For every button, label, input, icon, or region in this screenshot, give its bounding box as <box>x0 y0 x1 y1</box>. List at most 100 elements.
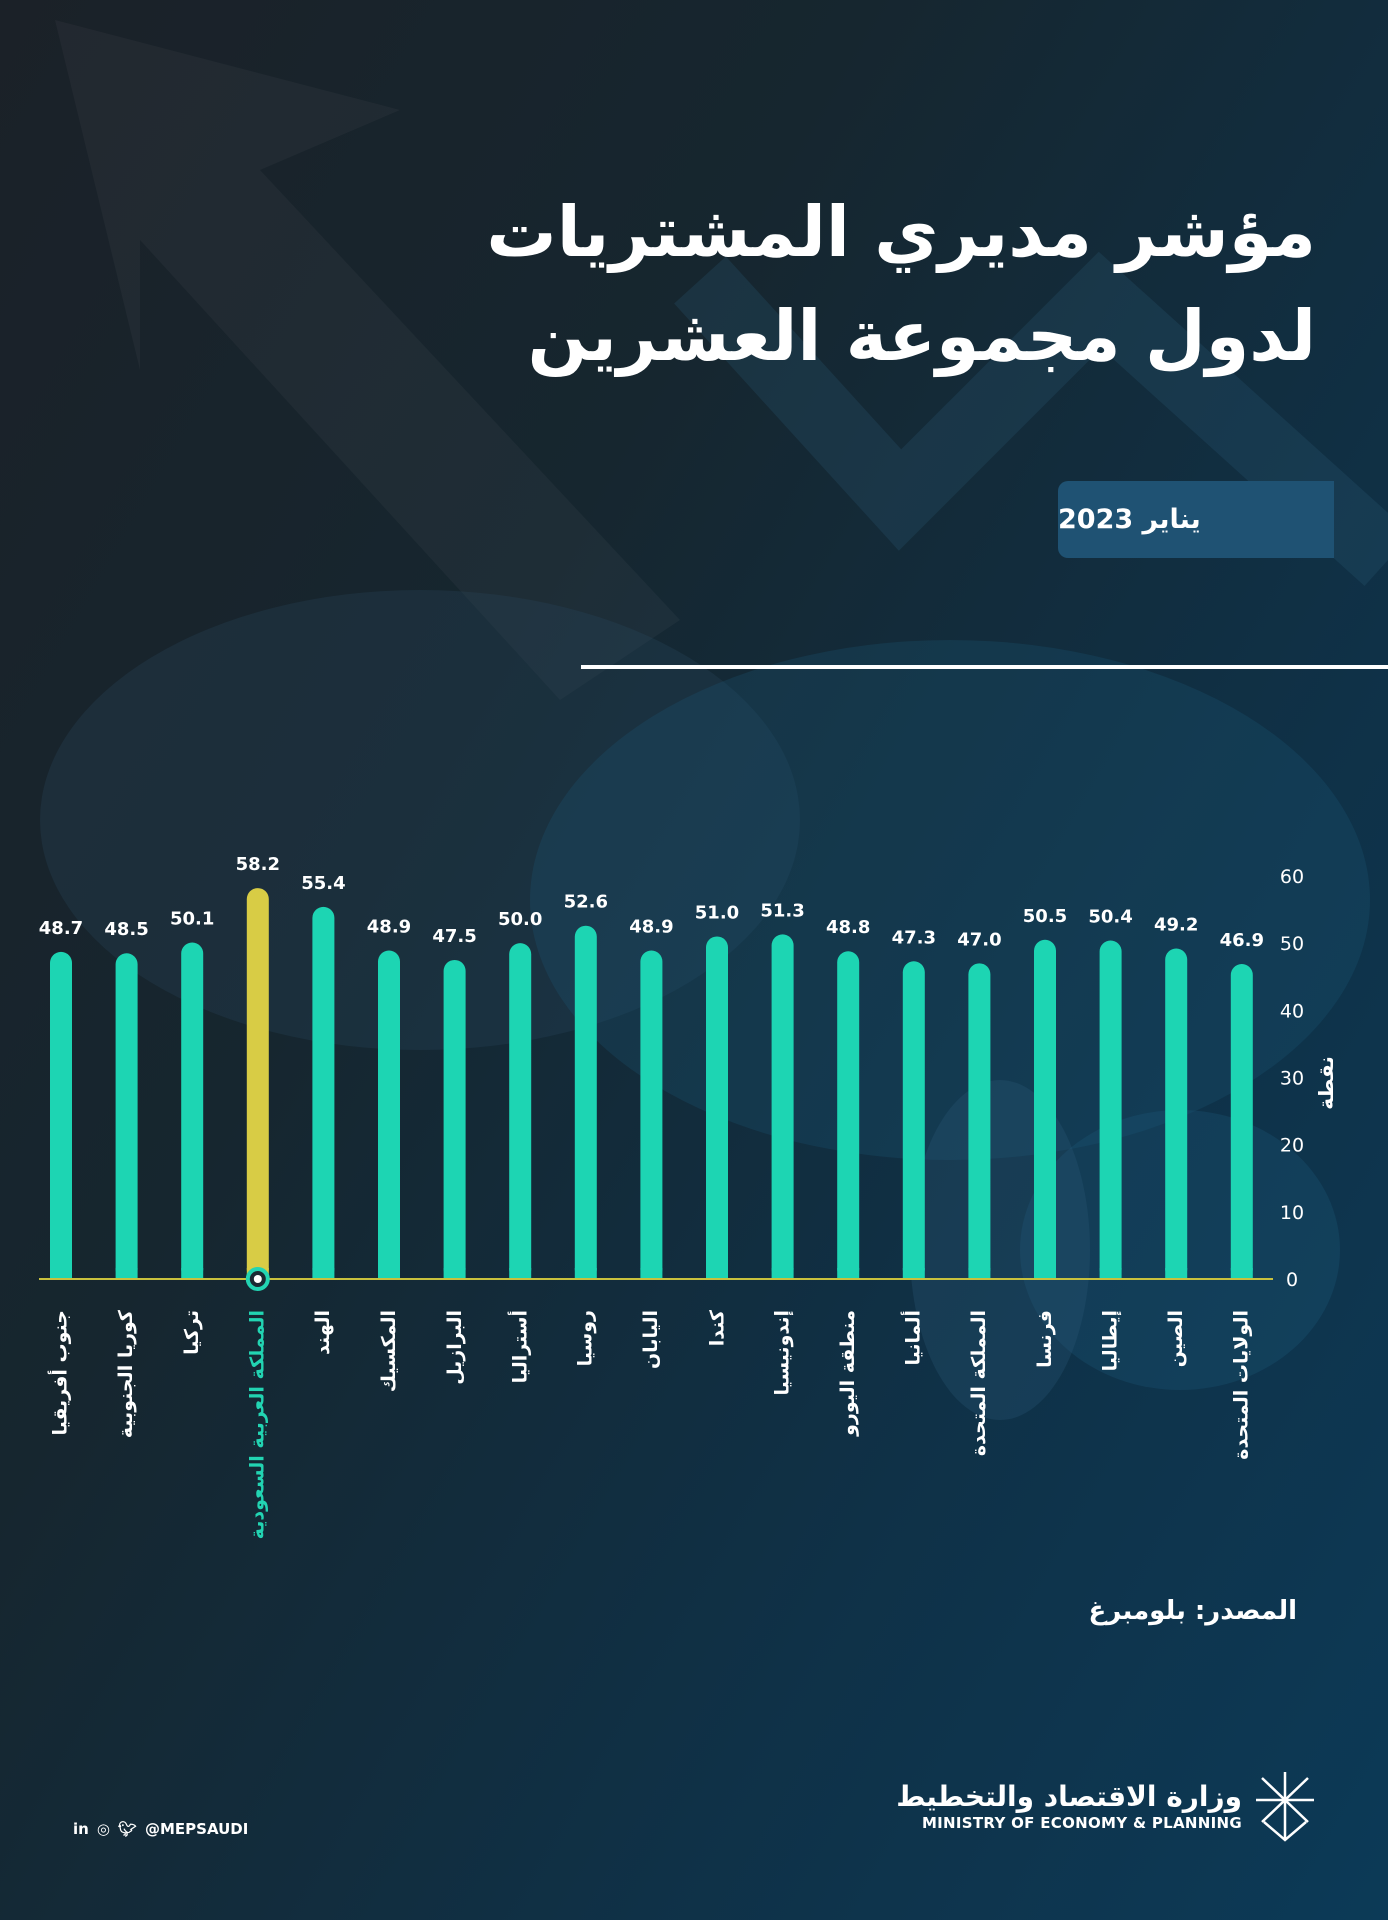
category-label: الهند <box>312 1310 335 1355</box>
twitter-icon[interactable]: 🐦︎ <box>117 1820 137 1838</box>
data-label: 48.8 <box>826 917 870 938</box>
ministry-emblem-icon <box>1256 1772 1314 1842</box>
bar-base <box>1165 1268 1188 1279</box>
bar-base <box>837 1268 860 1279</box>
data-label: 55.4 <box>301 873 345 894</box>
data-label: 49.2 <box>1154 915 1198 936</box>
category-label: إندونيسيا <box>771 1310 794 1396</box>
y-tick-label: 60 <box>1280 866 1304 888</box>
category-label: المملكة المتحدة <box>968 1310 991 1457</box>
category-label: كندا <box>706 1310 728 1347</box>
bar-base <box>1230 1268 1253 1279</box>
social-handle[interactable]: @MEPSAUDI <box>144 1820 249 1838</box>
bar-base <box>1034 1268 1056 1279</box>
bar-base <box>968 1268 991 1279</box>
bar <box>378 950 400 1280</box>
bar <box>50 951 72 1280</box>
category-label: كوريا الجنوبية <box>115 1310 138 1439</box>
category-label: أستراليا <box>509 1310 532 1384</box>
bar-base <box>50 1268 72 1279</box>
logo-arabic: وزارة الاقتصاد والتخطيط <box>896 1780 1242 1813</box>
data-label: 58.2 <box>236 854 280 875</box>
y-axis-label: نقطة <box>1314 1056 1338 1110</box>
category-label: إيطاليا <box>1099 1310 1122 1372</box>
category-label: المكسيك <box>378 1310 400 1393</box>
data-label: 50.0 <box>498 909 542 930</box>
category-label: ألمانيا <box>902 1310 925 1366</box>
bar-base <box>443 1268 466 1279</box>
data-label: 47.3 <box>892 927 936 948</box>
instagram-icon[interactable]: ◎ <box>96 1820 110 1838</box>
y-tick-label: 30 <box>1280 1068 1304 1090</box>
bar-base <box>115 1268 138 1279</box>
y-tick-label: 40 <box>1280 1000 1304 1022</box>
data-label: 47.0 <box>957 929 1001 950</box>
data-label: 48.9 <box>367 917 411 938</box>
title-line-2: لدول مجموعة العشرين <box>527 295 1316 377</box>
divider <box>581 665 1388 669</box>
highlight-marker-dot <box>253 1275 262 1283</box>
bar <box>574 925 597 1280</box>
data-label: 51.3 <box>760 900 804 921</box>
data-label: 50.5 <box>1023 906 1067 927</box>
category-label: تركيا <box>181 1310 204 1355</box>
page-title: مؤشر مديري المشتريات لدول مجموعة العشرين <box>486 180 1316 388</box>
source-note: المصدر: بلومبرغ <box>1088 1596 1297 1626</box>
y-tick-label: 50 <box>1280 933 1304 955</box>
bar <box>1034 939 1056 1280</box>
category-label: المملكة العربية السعودية <box>246 1310 269 1540</box>
bar <box>968 963 991 1280</box>
bar <box>706 936 728 1280</box>
bar-base <box>181 1268 204 1279</box>
date-text: يناير 2023 <box>1058 504 1201 535</box>
data-label: 50.4 <box>1088 906 1132 927</box>
bar <box>771 934 794 1280</box>
data-label: 48.5 <box>104 919 148 940</box>
bar-base <box>771 1268 794 1279</box>
y-tick-label: 10 <box>1280 1202 1304 1224</box>
bar-base <box>902 1268 925 1279</box>
data-label: 46.9 <box>1220 930 1264 951</box>
y-tick-label: 20 <box>1280 1135 1304 1157</box>
bar-base <box>1099 1268 1122 1279</box>
social-links: in ◎ 🐦︎ @MEPSAUDI <box>73 1820 248 1838</box>
data-label: 48.7 <box>39 918 83 939</box>
category-label: اليابان <box>640 1310 663 1370</box>
bar-base <box>378 1268 400 1279</box>
data-label: 52.6 <box>564 892 608 913</box>
bar-base <box>706 1268 728 1279</box>
bar <box>837 951 860 1280</box>
bar-base <box>574 1268 597 1279</box>
bar <box>312 906 335 1280</box>
title-line-1: مؤشر مديري المشتريات <box>486 191 1316 273</box>
data-label: 47.5 <box>432 926 476 947</box>
data-label: 51.0 <box>695 902 739 923</box>
linkedin-icon[interactable]: in <box>73 1820 89 1838</box>
bar <box>1099 940 1122 1280</box>
bar <box>115 953 138 1280</box>
bar <box>246 888 269 1280</box>
bar <box>181 942 204 1280</box>
data-label: 48.9 <box>629 917 673 938</box>
bar <box>509 943 532 1280</box>
bar <box>1165 948 1188 1280</box>
bar-base <box>312 1268 335 1279</box>
bar-base <box>640 1268 663 1279</box>
category-label: الصين <box>1165 1310 1188 1368</box>
category-label: روسيا <box>574 1310 597 1367</box>
logo-english: MINISTRY OF ECONOMY & PLANNING <box>921 1814 1242 1832</box>
category-label: جنوب أفريقيا <box>50 1310 72 1436</box>
category-label: الولايات المتحدة <box>1230 1310 1253 1460</box>
category-label: البرازيل <box>443 1310 466 1385</box>
ministry-logo: وزارة الاقتصاد والتخطيط MINISTRY OF ECON… <box>896 1770 1316 1842</box>
bar-base <box>509 1268 532 1279</box>
bar <box>443 959 466 1280</box>
y-tick-label: 0 <box>1286 1269 1298 1291</box>
category-label: منطقة اليورو <box>837 1310 860 1436</box>
category-label: فرنسا <box>1034 1310 1056 1368</box>
date-badge: يناير 2023 <box>1058 481 1334 558</box>
bar <box>902 961 925 1280</box>
bar <box>640 950 663 1280</box>
data-label: 50.1 <box>170 908 214 929</box>
